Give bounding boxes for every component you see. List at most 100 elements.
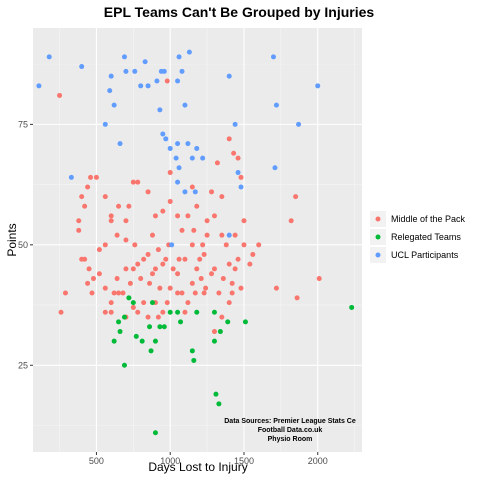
data-point	[114, 276, 120, 282]
data-point	[247, 261, 253, 267]
data-point	[116, 319, 122, 325]
data-point	[152, 213, 158, 219]
data-point	[204, 232, 210, 238]
data-point	[213, 391, 219, 397]
y-axis-ticks: 25 50 75	[18, 119, 33, 370]
data-point	[145, 251, 151, 257]
data-point	[189, 348, 195, 354]
data-point	[160, 309, 166, 315]
data-point	[135, 179, 141, 185]
data-point	[132, 68, 138, 74]
data-point	[164, 78, 170, 84]
data-point	[194, 145, 200, 151]
data-point	[79, 256, 85, 262]
data-point	[186, 49, 192, 55]
data-point	[209, 189, 215, 195]
data-point	[117, 141, 123, 147]
data-point	[189, 184, 195, 190]
data-point	[164, 300, 170, 306]
data-point	[173, 155, 179, 161]
data-point	[161, 68, 167, 74]
data-point	[111, 102, 117, 108]
data-point	[175, 309, 181, 315]
legend-label: Middle of the Pack	[391, 214, 466, 224]
data-point	[102, 242, 108, 248]
data-point	[189, 280, 195, 286]
data-point	[155, 247, 161, 253]
x-tick-label: 1000	[160, 456, 180, 466]
data-point	[130, 300, 136, 306]
data-point	[179, 290, 185, 296]
data-point	[241, 242, 247, 248]
data-point	[200, 242, 206, 248]
data-point	[235, 155, 241, 161]
data-point	[315, 83, 321, 89]
data-point	[79, 64, 85, 70]
data-point	[216, 401, 222, 407]
data-point	[191, 357, 197, 363]
data-point	[238, 174, 244, 180]
data-point	[157, 324, 163, 330]
data-point	[167, 198, 173, 204]
data-point	[126, 295, 132, 301]
data-point	[152, 338, 158, 344]
data-point	[88, 174, 94, 180]
data-point	[204, 218, 210, 224]
data-point	[82, 203, 88, 209]
x-axis-title: Days Lost to Injury	[148, 460, 247, 474]
data-point	[176, 54, 182, 60]
chart-title: EPL Teams Can't Be Grouped by Injuries	[104, 4, 375, 20]
data-point	[194, 309, 200, 315]
data-point	[192, 290, 198, 296]
data-point	[201, 251, 207, 257]
data-point	[226, 73, 232, 79]
data-point	[79, 194, 85, 200]
data-point	[217, 329, 223, 335]
data-point	[93, 174, 99, 180]
data-point	[102, 309, 108, 315]
data-point	[147, 280, 153, 286]
data-point	[232, 266, 238, 272]
legend-label: UCL Participants	[391, 250, 459, 260]
data-point	[203, 285, 209, 291]
data-point	[209, 271, 215, 277]
data-point	[86, 266, 92, 272]
data-point	[182, 309, 188, 315]
data-point	[250, 251, 256, 257]
data-point	[160, 261, 166, 267]
data-point	[150, 232, 156, 238]
data-point	[175, 141, 181, 147]
data-point	[178, 319, 184, 325]
data-point	[219, 194, 225, 200]
legend-label: Relegated Teams	[391, 232, 461, 242]
x-axis-ticks: 500 1000 1500 2000	[89, 452, 328, 466]
data-point	[316, 276, 322, 282]
data-point	[102, 121, 108, 127]
data-point	[182, 102, 188, 108]
data-point	[102, 285, 108, 291]
data-point	[102, 194, 108, 200]
x-tick-label: 2000	[308, 456, 328, 466]
data-point	[185, 141, 191, 147]
data-point	[176, 165, 182, 171]
data-point	[150, 271, 156, 277]
data-point	[226, 261, 232, 267]
data-point	[232, 232, 238, 238]
data-point	[163, 256, 169, 262]
data-point	[133, 333, 139, 339]
data-point	[107, 88, 113, 94]
data-point	[154, 78, 160, 84]
data-point	[219, 314, 225, 320]
data-point	[167, 309, 173, 315]
data-point	[76, 218, 82, 224]
data-point	[135, 261, 141, 267]
data-point	[108, 309, 114, 315]
data-point	[85, 280, 91, 286]
data-point	[108, 73, 114, 79]
data-point	[85, 184, 91, 190]
data-point	[211, 309, 217, 315]
data-point	[175, 290, 181, 296]
data-point	[123, 68, 129, 74]
data-point	[157, 107, 163, 113]
